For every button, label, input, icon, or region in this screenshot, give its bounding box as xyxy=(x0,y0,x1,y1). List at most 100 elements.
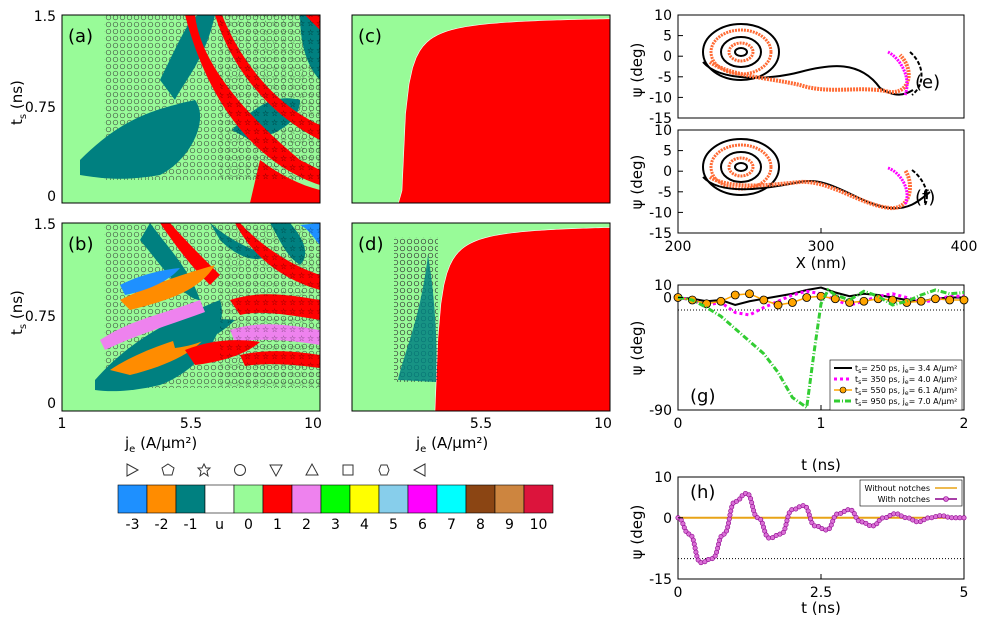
ytick: -5 xyxy=(658,70,672,86)
ytick: -10 xyxy=(649,90,672,106)
panel-b-regions xyxy=(95,223,320,392)
panel-h-marker xyxy=(913,519,919,525)
panel-h-marker xyxy=(715,545,721,551)
xtick: 1 xyxy=(817,416,826,432)
panel-h-marker xyxy=(949,515,955,521)
colorbar-cell xyxy=(523,484,554,514)
xtick: 2.5 xyxy=(810,585,832,601)
colorbar-cell xyxy=(233,484,264,514)
panel-g-marker xyxy=(802,293,812,302)
panel-h-legend-box xyxy=(859,479,963,507)
legend-symbol-triangle-down xyxy=(269,464,283,478)
colorbar-labels: -3 -2 -1 u 0 1 2 3 4 5 6 7 8 9 10 xyxy=(126,517,548,533)
panel-a-regions xyxy=(80,15,320,203)
colorbar-cell xyxy=(407,484,438,514)
colorbar-cell xyxy=(494,484,525,514)
colorbar-cell xyxy=(291,484,322,514)
panel-g-marker xyxy=(916,296,926,306)
panel-h-marker xyxy=(902,515,908,521)
band-1 xyxy=(398,15,610,203)
legend-symbol-square xyxy=(342,464,354,476)
xtick: 5 xyxy=(960,585,969,601)
panel-h-marker xyxy=(783,522,789,528)
colorbar-cell xyxy=(262,484,293,514)
panel-g-marker xyxy=(859,296,869,306)
ytick: -5 xyxy=(658,185,672,201)
panel-d-label: (d) xyxy=(358,234,383,255)
ytick: 0 xyxy=(663,49,672,65)
colorbar: -3 -2 -1 u 0 1 2 3 4 5 6 7 8 9 10 xyxy=(117,462,554,533)
band-1 xyxy=(431,223,610,411)
panel-g-marker xyxy=(716,296,726,306)
colorbar-label: -2 xyxy=(155,517,169,533)
panel-f-ylabel: ψ (deg) xyxy=(628,155,646,210)
panel-a-ytick: 0.75 xyxy=(25,100,56,116)
panel-h-marker xyxy=(853,514,859,520)
colorbar-label: 4 xyxy=(360,517,369,533)
panel-f-label: (f) xyxy=(915,187,935,208)
panel-h-marker xyxy=(793,506,799,512)
ytick: 0 xyxy=(663,164,672,180)
panel-b-ytick: 0.75 xyxy=(25,309,56,325)
panel-h-marker xyxy=(737,496,743,502)
xtick: 2 xyxy=(960,416,969,432)
panel-h-marker xyxy=(789,507,795,513)
legend-symbol-star xyxy=(196,462,212,478)
colorbar-cell xyxy=(436,484,467,514)
xtick: 200 xyxy=(665,239,692,255)
colorbar-cell xyxy=(349,484,380,514)
ytick: -10 xyxy=(649,205,672,221)
legend-entry: ts= 350 ps, je= 4.0 A/μm² xyxy=(855,375,957,386)
panel-g-marker xyxy=(745,289,754,299)
legend-symbol-triangle-up xyxy=(305,462,319,476)
legend-entry: ts= 550 ps, je= 6.1 A/μm² xyxy=(855,386,957,397)
panel-b-xtick: 5.5 xyxy=(180,416,202,432)
panel-h-marker xyxy=(725,524,731,530)
panel-h-marker xyxy=(690,537,696,543)
panel-h-marker xyxy=(693,549,699,555)
panel-h-marker xyxy=(961,515,967,521)
panel-h-marker xyxy=(953,515,959,521)
panel-g-marker xyxy=(759,295,769,305)
panel-g-label: (g) xyxy=(690,386,715,407)
panel-c-label: (c) xyxy=(358,26,382,47)
colorbar-label: 6 xyxy=(418,517,427,533)
legend-entry: ts= 250 ps, je= 3.4 A/μm² xyxy=(855,364,957,375)
legend-symbol-triangle-left xyxy=(412,463,426,477)
panel-g-marker xyxy=(945,295,955,305)
colorbar-label: u xyxy=(215,517,224,533)
colorbar-label: 10 xyxy=(530,517,548,533)
legend-entry: ts= 950 ps, je= 7.0 A/μm² xyxy=(855,397,957,408)
legend-symbol-hexagon xyxy=(378,464,390,476)
ytick: 0 xyxy=(663,291,672,307)
panel-h-marker xyxy=(937,513,943,519)
panel-g-marker xyxy=(830,294,840,304)
panel-b-ylabel: ts (ns) xyxy=(8,290,29,335)
ytick: 0 xyxy=(663,511,672,527)
colorbar-cell xyxy=(175,484,206,514)
panel-h-marker xyxy=(691,541,697,547)
panel-h-marker xyxy=(727,512,733,518)
xtick: 400 xyxy=(951,239,978,255)
panel-h-marker xyxy=(834,511,840,517)
colorbar-label: -3 xyxy=(126,517,140,533)
panel-a-ytick: 1.5 xyxy=(34,9,56,25)
panel-h-marker xyxy=(749,500,755,506)
panel-h-marker xyxy=(739,493,745,499)
ytick: 10 xyxy=(654,123,672,139)
legend-entry: Without notches xyxy=(865,484,930,493)
panel-h-marker xyxy=(925,515,931,521)
panel-d-teal-region xyxy=(398,255,437,382)
panel-h-marker xyxy=(728,508,734,514)
ytick: -15 xyxy=(649,572,672,588)
colorbar-label: -1 xyxy=(184,517,198,533)
panel-g-series xyxy=(673,286,969,411)
panel-d: (d) 5.5 10 je (A/μm²) xyxy=(351,222,612,455)
colorbar-label: 7 xyxy=(447,517,456,533)
panel-b-xtick: 10 xyxy=(304,416,322,432)
legend-symbol-triangle-right xyxy=(126,463,140,477)
